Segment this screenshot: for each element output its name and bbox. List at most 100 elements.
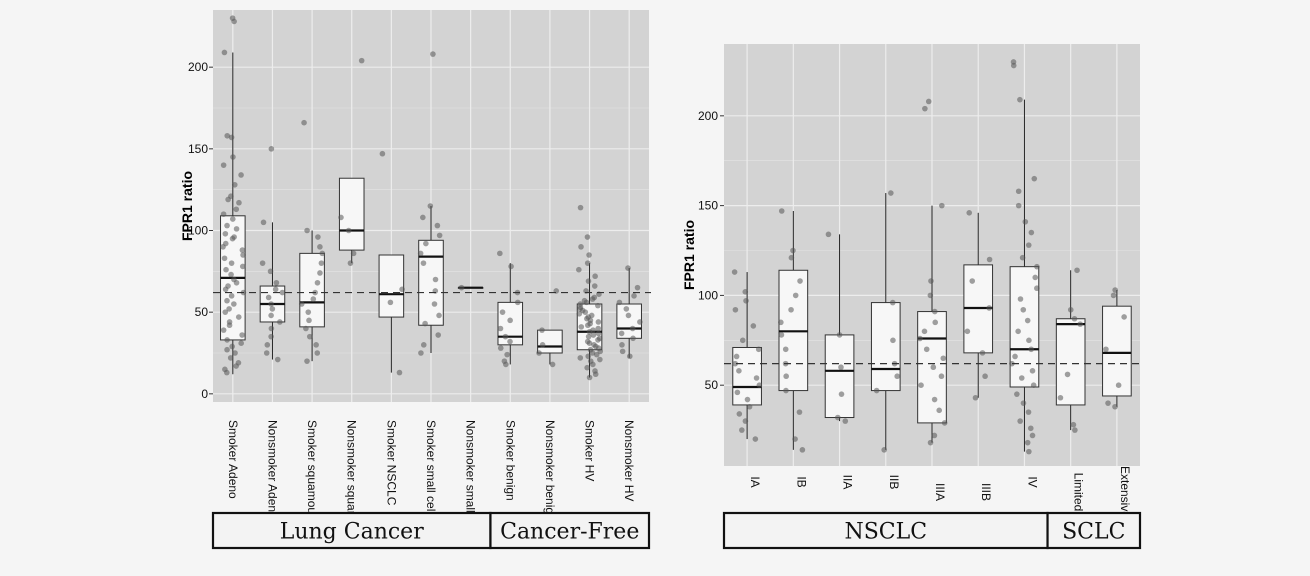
data-point — [917, 335, 923, 342]
data-point — [799, 447, 806, 453]
data-point — [982, 373, 988, 380]
data-point — [969, 278, 976, 284]
y-tick-label: 150 — [698, 199, 718, 213]
data-point — [220, 162, 227, 168]
data-point — [986, 305, 992, 311]
data-point — [1017, 418, 1023, 424]
data-point — [272, 286, 279, 293]
data-point — [497, 250, 503, 257]
data-point — [1026, 448, 1032, 455]
data-point — [742, 418, 749, 424]
data-point — [233, 226, 240, 232]
data-point — [783, 387, 789, 394]
x-category-label: Extensive — [1118, 466, 1132, 518]
data-point — [739, 427, 745, 433]
data-point — [922, 105, 928, 112]
data-point — [420, 342, 427, 348]
group-label: Cancer-Free — [500, 520, 639, 545]
data-point — [940, 355, 947, 362]
data-point — [733, 353, 740, 360]
y-tick-label: 200 — [698, 109, 718, 123]
box-iqr — [378, 254, 405, 318]
data-point — [1024, 439, 1031, 446]
data-point — [927, 439, 934, 446]
data-point — [746, 403, 753, 410]
data-point — [583, 299, 590, 306]
data-point — [226, 306, 232, 312]
data-point — [788, 306, 794, 313]
data-point — [304, 358, 310, 364]
data-point — [788, 254, 795, 261]
data-point — [1019, 254, 1026, 261]
data-point — [318, 260, 325, 266]
x-category-label: Smoker squamous — [305, 420, 319, 520]
data-point — [979, 350, 986, 356]
data-point — [782, 346, 789, 353]
data-point — [576, 266, 582, 273]
data-point — [306, 333, 313, 340]
data-point — [577, 204, 584, 211]
data-point — [631, 293, 637, 299]
data-point — [536, 350, 542, 356]
data-point — [1015, 202, 1022, 209]
data-point — [589, 350, 596, 356]
data-point — [504, 351, 510, 358]
data-point — [595, 330, 602, 337]
y-tick-label: 200 — [188, 60, 208, 74]
data-point — [239, 247, 246, 253]
data-point — [578, 324, 585, 330]
data-point — [502, 333, 509, 340]
data-point — [1034, 285, 1040, 292]
x-category-label: IV — [1025, 476, 1039, 487]
data-point — [507, 317, 513, 324]
data-point — [586, 252, 592, 258]
data-point — [797, 278, 803, 284]
data-point — [432, 276, 439, 283]
x-category-label: IIIA — [933, 483, 947, 501]
box-iqr — [299, 252, 325, 328]
y-tick-label: 100 — [188, 224, 208, 238]
x-category-label: IA — [748, 476, 762, 487]
data-point — [1064, 371, 1071, 378]
y-axis-label: FPR1 ratio — [179, 171, 195, 241]
data-point — [305, 309, 312, 315]
data-point — [921, 328, 928, 335]
data-point — [399, 286, 405, 293]
data-point — [222, 286, 229, 293]
data-point — [427, 203, 434, 209]
data-point — [435, 332, 442, 338]
data-point — [222, 230, 229, 237]
data-point — [634, 284, 641, 291]
data-point — [264, 342, 271, 348]
data-point — [260, 219, 267, 226]
data-point — [314, 350, 321, 356]
data-point — [836, 332, 843, 338]
x-category-label: IB — [794, 476, 808, 487]
data-point — [273, 279, 280, 286]
x-category-label: Smoker benign — [503, 420, 517, 501]
box-6 — [418, 206, 444, 353]
data-point — [315, 234, 321, 240]
data-point — [1018, 375, 1025, 381]
data-point — [379, 150, 386, 157]
data-point — [1032, 274, 1039, 281]
data-point — [417, 250, 424, 257]
x-category-label: Smoker Adeno — [226, 420, 240, 499]
data-point — [431, 301, 438, 307]
data-point — [736, 411, 743, 417]
data-point — [1014, 391, 1020, 397]
data-point — [938, 373, 945, 380]
data-point — [1112, 287, 1118, 293]
data-point — [224, 297, 230, 304]
data-point — [508, 263, 514, 270]
data-point — [274, 356, 281, 363]
data-point — [279, 289, 286, 296]
data-point — [314, 279, 321, 286]
data-point — [1110, 292, 1117, 299]
data-point — [1012, 353, 1018, 360]
y-axis-label: FPR1 ratio — [681, 220, 697, 290]
data-point — [1009, 360, 1015, 367]
data-point — [1067, 306, 1074, 313]
box-iqr — [1009, 266, 1040, 388]
